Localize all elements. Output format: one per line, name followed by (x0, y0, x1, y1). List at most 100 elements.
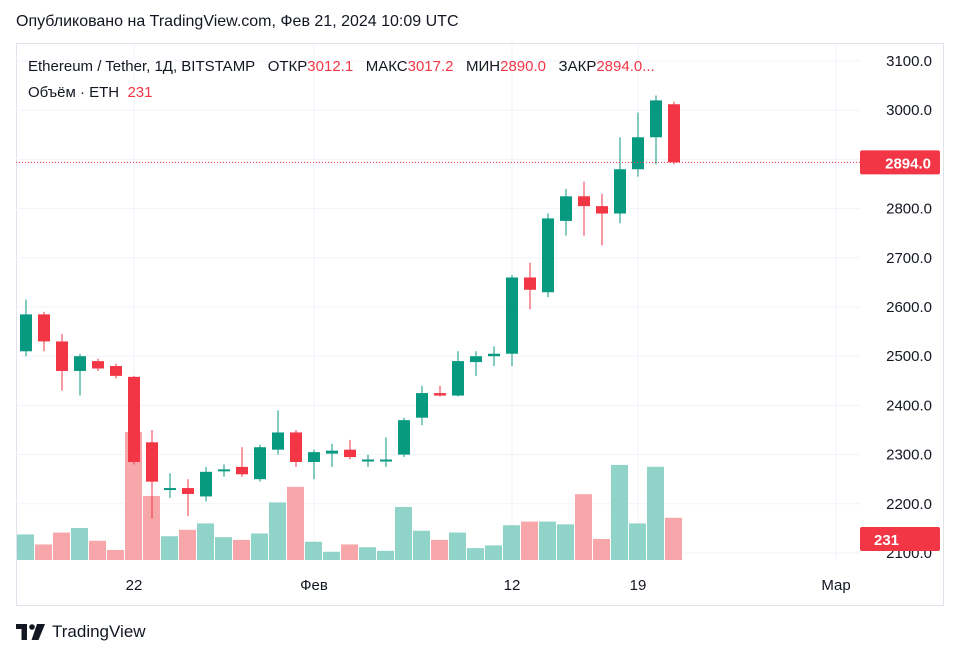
candle-body (614, 169, 626, 214)
candle-body (146, 442, 158, 482)
candle (20, 299, 32, 357)
candle (398, 417, 410, 458)
volume-bar (521, 521, 538, 560)
candle-body (344, 449, 356, 458)
volume-bar (17, 534, 34, 560)
volume-bar (269, 502, 286, 560)
candle (632, 112, 644, 177)
candle-body (308, 452, 320, 462)
candle-body (236, 466, 248, 475)
last-volume-marker-bg (860, 527, 940, 551)
legend-close-label: ЗАКР (558, 58, 597, 75)
legend-close-value: 2894.0... (596, 58, 655, 75)
candle (38, 311, 50, 352)
candle (182, 479, 194, 517)
chart-grid (16, 44, 860, 560)
candle (74, 353, 86, 396)
chart-legend: Ethereum / Tether, 1Д, BITSTAMP ОТКР3012… (28, 58, 655, 75)
volume-bars (17, 432, 682, 560)
volume-bar (413, 530, 430, 560)
volume-bar (467, 548, 484, 560)
volume-bar (341, 544, 358, 560)
volume-bar (665, 517, 682, 560)
candle (290, 430, 302, 467)
volume-bar (125, 432, 142, 560)
x-tick-label: 22 (126, 577, 143, 594)
volume-bar (611, 464, 628, 560)
candle (272, 410, 284, 455)
y-tick-label: 3100.0 (886, 53, 932, 70)
candle-body (362, 459, 374, 462)
candle (614, 137, 626, 224)
legend-symbol: Ethereum / Tether, 1Д, BITSTAMP (28, 58, 256, 75)
volume-bar (539, 521, 556, 560)
tradingview-logo-icon (16, 624, 45, 640)
candle (506, 275, 518, 367)
volume-bar (449, 532, 466, 560)
volume-bar (161, 536, 178, 560)
x-tick-label: Фев (300, 577, 328, 594)
candle-body (524, 277, 536, 290)
volume-bar (197, 523, 214, 560)
candle (362, 454, 374, 467)
y-tick-label: 2700.0 (886, 250, 932, 267)
candle-body (668, 104, 680, 163)
candle (488, 346, 500, 367)
candle (110, 363, 122, 379)
candle (542, 213, 554, 298)
legend-low-value: 2890.0 (500, 58, 547, 75)
volume-bar (359, 547, 376, 560)
candle-body (380, 459, 392, 462)
candle (326, 443, 338, 467)
volume-bar (323, 551, 340, 560)
candle-body (182, 488, 194, 494)
candle (308, 449, 320, 480)
legend-open-value: 3012.1 (307, 58, 354, 75)
volume-bar (71, 528, 88, 560)
candle (470, 351, 482, 376)
candle-body (38, 314, 50, 342)
volume-bar (377, 550, 394, 560)
volume-bar (215, 537, 232, 560)
candle (200, 466, 212, 502)
legend-high-label: МАКС (365, 58, 408, 75)
volume-bar (305, 541, 322, 560)
volume-bar (251, 533, 268, 560)
candle-body (398, 420, 410, 455)
candle (164, 473, 176, 498)
x-tick-label: 12 (504, 577, 521, 594)
last-price-marker-bg (860, 150, 940, 175)
candle-body (650, 100, 662, 138)
tradingview-brand[interactable]: TradingView (16, 622, 146, 642)
y-tick-label: 2800.0 (886, 201, 932, 218)
candle-body (272, 432, 284, 450)
chart-frame (16, 43, 944, 606)
volume-bar (485, 545, 502, 560)
volume-bar (629, 523, 646, 560)
y-tick-label: 2600.0 (886, 299, 932, 316)
candle-body (74, 356, 86, 371)
candle-body (290, 432, 302, 462)
candle-body (560, 196, 572, 221)
price-markers: 2894.0 231 (16, 150, 940, 551)
y-tick-label: 2200.0 (886, 496, 932, 513)
legend-high-value: 3017.2 (407, 58, 454, 75)
candle (254, 444, 266, 482)
candle-body (452, 361, 464, 396)
candle (668, 101, 680, 165)
volume-bar (35, 544, 52, 560)
volume-bar (287, 486, 304, 560)
y-tick-label: 3000.0 (886, 102, 932, 119)
candle (344, 439, 356, 460)
volume-bar (233, 539, 250, 560)
volume-bar (593, 538, 610, 560)
legend-open-label: ОТКР (267, 58, 308, 75)
candle (236, 447, 248, 477)
volume-legend: Объём · ETH 231 (28, 84, 153, 101)
y-tick-label: 2400.0 (886, 397, 932, 414)
last-volume-marker-label: 231 (874, 532, 899, 549)
candle-body (20, 314, 32, 352)
volume-bar (503, 525, 520, 560)
candle (128, 375, 140, 465)
